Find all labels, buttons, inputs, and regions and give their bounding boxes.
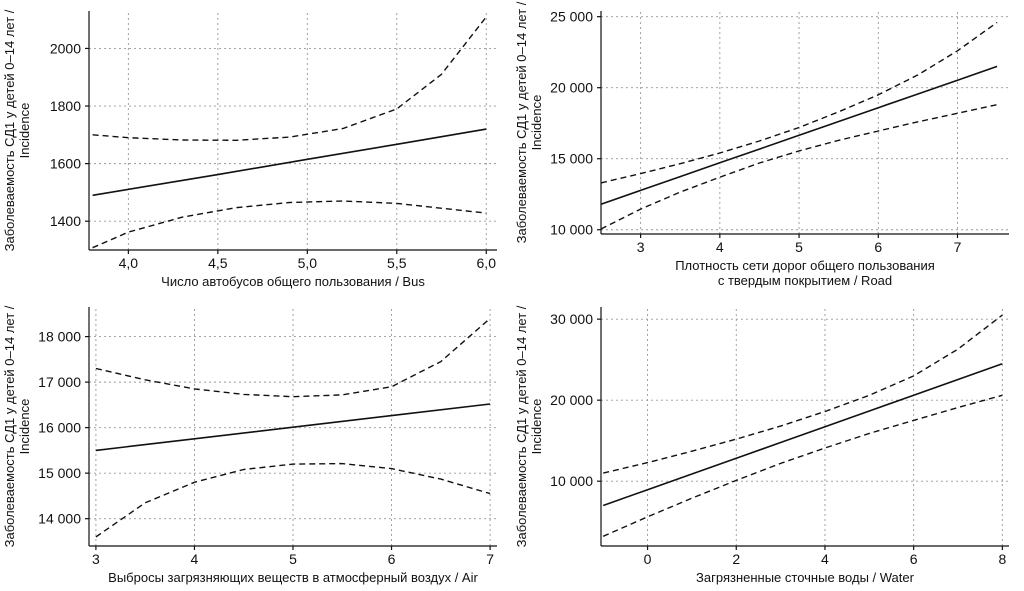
series-upper-ci: [95, 317, 491, 398]
series-fit: [92, 128, 487, 197]
svg-text:17 000: 17 000: [38, 374, 81, 390]
svg-text:3: 3: [637, 239, 645, 255]
svg-text:18 000: 18 000: [38, 328, 81, 344]
svg-text:Выбросы загрязняющих веществ в: Выбросы загрязняющих веществ в атмосферн…: [108, 570, 478, 585]
svg-text:Заболеваемость СД1 у детей 0–1: Заболеваемость СД1 у детей 0–14 лет /: [515, 1, 529, 243]
svg-text:6: 6: [388, 551, 396, 567]
svg-text:6: 6: [874, 239, 882, 255]
series-upper-ci: [603, 314, 1003, 474]
chart-water-plot: 0 2 4 6 8 10 000 20 000 30 000 Загрязненные сточ…: [515, 305, 1009, 585]
svg-text:Загрязненные сточные воды / Wa: Загрязненные сточные воды / Water: [696, 570, 915, 585]
svg-text:7: 7: [954, 239, 962, 255]
svg-text:4,5: 4,5: [208, 255, 228, 271]
svg-text:1800: 1800: [50, 98, 81, 114]
series-fit: [600, 65, 998, 206]
chart-air: 3 4 5 6 7 14 000 15 000 16 000 17 000 18 000 Выбро…: [0, 296, 512, 591]
series-lower-ci: [92, 200, 487, 249]
svg-text:4: 4: [191, 551, 199, 567]
svg-text:3: 3: [92, 551, 100, 567]
svg-text:Плотность сети дорог общего по: Плотность сети дорог общего пользования: [675, 258, 935, 273]
chart-road: 3 4 5 6 7 10 000 15 000 20 000 25 000 Плотность с…: [512, 0, 1024, 296]
svg-text:2: 2: [732, 551, 740, 567]
svg-text:15 000: 15 000: [550, 151, 593, 167]
svg-text:Заболеваемость СД1 у детей 0–1: Заболеваемость СД1 у детей 0–14 лет /: [3, 305, 17, 547]
svg-text:6,0: 6,0: [477, 255, 497, 271]
svg-text:6: 6: [910, 551, 918, 567]
svg-text:с твердым покрытием / Road: с твердым покрытием / Road: [718, 273, 892, 288]
series-lower-ci: [95, 462, 491, 538]
svg-text:4: 4: [716, 239, 724, 255]
svg-text:1600: 1600: [50, 156, 81, 172]
svg-text:Incidence: Incidence: [17, 398, 32, 454]
series-upper-ci: [600, 22, 998, 184]
svg-text:20 000: 20 000: [550, 80, 593, 96]
svg-text:8: 8: [998, 551, 1006, 567]
series-fit: [95, 402, 491, 451]
series-lower-ci: [600, 104, 998, 230]
svg-text:Incidence: Incidence: [17, 103, 32, 159]
chart-bus: 4,0 4,5 5,0 5,5 6,0 1400 1600 1800 2000 Число авт…: [0, 0, 512, 296]
series-fit: [602, 362, 1003, 507]
series-upper-ci: [92, 16, 487, 142]
svg-text:5: 5: [289, 551, 297, 567]
svg-text:Заболеваемость СД1 у детей 0–1: Заболеваемость СД1 у детей 0–14 лет /: [3, 9, 17, 251]
svg-text:5,5: 5,5: [387, 255, 407, 271]
svg-text:4,0: 4,0: [119, 255, 139, 271]
chart-air-plot: 3 4 5 6 7 14 000 15 000 16 000 17 000 18 000 Выбро…: [3, 305, 497, 585]
chart-bus-plot: 4,0 4,5 5,0 5,5 6,0 1400 1600 1800 2000 Число авт…: [3, 9, 497, 289]
svg-text:5: 5: [795, 239, 803, 255]
svg-text:5,0: 5,0: [298, 255, 318, 271]
svg-text:7: 7: [486, 551, 494, 567]
chart-water: 0 2 4 6 8 10 000 20 000 30 000 Загрязненные сточ…: [512, 296, 1024, 591]
svg-text:0: 0: [644, 551, 652, 567]
svg-text:4: 4: [821, 551, 829, 567]
chart-road-plot: 3 4 5 6 7 10 000 15 000 20 000 25 000 Плотность с…: [515, 1, 1009, 288]
svg-text:10 000: 10 000: [550, 473, 593, 489]
svg-text:20 000: 20 000: [550, 392, 593, 408]
svg-text:25 000: 25 000: [550, 9, 593, 25]
svg-text:Incidence: Incidence: [529, 95, 544, 151]
svg-text:Incidence: Incidence: [529, 398, 544, 454]
series-lower-ci: [602, 394, 1003, 537]
svg-text:14 000: 14 000: [38, 510, 81, 526]
svg-text:10 000: 10 000: [550, 222, 593, 238]
svg-text:Заболеваемость СД1 у детей 0–1: Заболеваемость СД1 у детей 0–14 лет /: [515, 305, 529, 547]
svg-text:15 000: 15 000: [38, 465, 81, 481]
svg-text:16 000: 16 000: [38, 419, 81, 435]
svg-text:Число автобусов общего пользов: Число автобусов общего пользования / Bus: [161, 274, 425, 289]
svg-text:2000: 2000: [50, 41, 81, 57]
svg-text:1400: 1400: [50, 213, 81, 229]
svg-text:30 000: 30 000: [550, 311, 593, 327]
